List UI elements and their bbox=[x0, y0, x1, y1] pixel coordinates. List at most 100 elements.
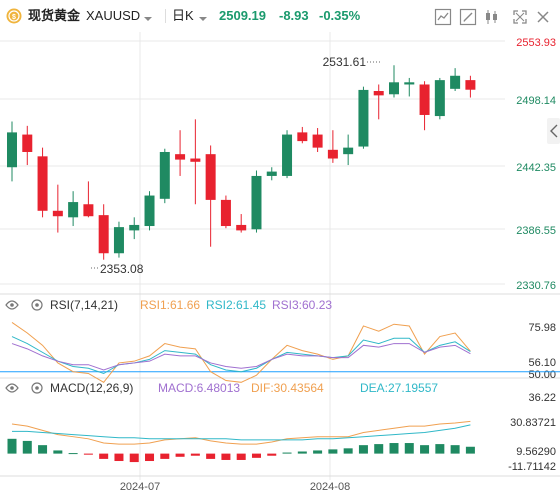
compare-icon[interactable] bbox=[433, 7, 453, 27]
macd-bar bbox=[129, 453, 139, 463]
candle-body bbox=[373, 91, 384, 96]
price-change-percent: -0.35% bbox=[319, 8, 361, 23]
eye-icon[interactable] bbox=[5, 383, 19, 393]
macd-title: MACD(12,26,9) bbox=[50, 381, 133, 395]
candle-body bbox=[98, 215, 109, 254]
rsi-title: RSI(7,14,21) bbox=[50, 298, 118, 312]
candle-body bbox=[144, 195, 155, 227]
y-axis-label: 2330.76 bbox=[516, 280, 556, 292]
candle-body bbox=[83, 204, 94, 217]
rsi-line-rsi1 bbox=[11, 322, 471, 383]
period-chevron-down-icon[interactable] bbox=[198, 11, 208, 21]
candle-type-icon[interactable] bbox=[482, 7, 502, 27]
rsi-line-rsi3 bbox=[11, 343, 471, 371]
dif-legend: DIF:30.43564 bbox=[251, 381, 324, 395]
y-axis-label: 2553.93 bbox=[516, 37, 556, 49]
macd-bar bbox=[7, 438, 17, 454]
candle-body bbox=[68, 202, 79, 218]
separator bbox=[165, 9, 166, 23]
macd-bar bbox=[114, 453, 124, 462]
rsi-y-label: 36.22 bbox=[528, 392, 556, 404]
candle-body bbox=[327, 149, 338, 159]
y-axis-label: 2498.14 bbox=[516, 95, 556, 107]
settings-icon[interactable] bbox=[31, 299, 43, 311]
gold-coin-icon: $ bbox=[6, 8, 22, 24]
candle-body bbox=[175, 154, 186, 160]
macd-line-dif bbox=[11, 420, 471, 445]
candle-body bbox=[52, 210, 63, 217]
macd-bar bbox=[22, 440, 32, 454]
candle-body bbox=[343, 147, 354, 155]
macd-bar bbox=[313, 450, 323, 454]
macd-bar bbox=[236, 453, 246, 460]
fullscreen-icon[interactable] bbox=[510, 7, 530, 27]
rsi-line-rsi2 bbox=[11, 336, 471, 375]
settings-icon[interactable] bbox=[31, 382, 43, 394]
candle-body bbox=[37, 156, 48, 211]
draw-icon[interactable] bbox=[458, 7, 478, 27]
candle-body bbox=[220, 199, 231, 227]
macd-bar bbox=[343, 448, 353, 454]
macd-bar bbox=[175, 453, 185, 457]
rsi-lines bbox=[11, 322, 471, 383]
candle-body bbox=[205, 154, 216, 200]
candle-body bbox=[7, 132, 17, 168]
min-price-label: 2353.08 bbox=[100, 262, 144, 276]
candle-body bbox=[297, 132, 308, 142]
macd-line-dea bbox=[12, 424, 471, 441]
macd-histogram bbox=[7, 438, 475, 463]
candles bbox=[7, 65, 476, 260]
macd-bar bbox=[358, 445, 368, 454]
y-axis-label: 2442.35 bbox=[516, 162, 556, 174]
macd-bar bbox=[374, 444, 384, 454]
chevron-down-icon[interactable] bbox=[143, 11, 153, 21]
macd-bar bbox=[297, 451, 307, 454]
dea-legend: DEA:27.19557 bbox=[360, 381, 438, 395]
macd-y-label: 30.83721 bbox=[510, 417, 556, 429]
candle-body bbox=[190, 158, 201, 162]
close-icon[interactable] bbox=[533, 7, 553, 27]
svg-text:$: $ bbox=[12, 14, 16, 21]
macd-lines bbox=[11, 420, 471, 445]
candle-body bbox=[236, 224, 247, 231]
rsi3-legend: RSI3:60.23 bbox=[272, 298, 332, 312]
candle-body bbox=[129, 224, 140, 231]
candle-body bbox=[358, 89, 369, 147]
x-axis-label: 2024-07 bbox=[120, 481, 160, 493]
chevron-left-icon[interactable] bbox=[547, 118, 560, 144]
eye-icon[interactable] bbox=[5, 300, 19, 310]
toolbar: $ 现货黄金 XAUUSD 日K 2509.19 -8.93 -0.35% bbox=[0, 0, 560, 32]
macd-bar bbox=[389, 443, 399, 454]
macd-legend: MACD:6.48013 bbox=[158, 381, 240, 395]
candle-body bbox=[450, 75, 461, 89]
macd-bar bbox=[38, 445, 48, 454]
rsi-y-label: 75.98 bbox=[528, 322, 556, 334]
macd-bar bbox=[53, 450, 63, 454]
macd-bar bbox=[190, 453, 200, 456]
macd-bar bbox=[267, 453, 277, 456]
rsi2-legend: RSI2:61.45 bbox=[206, 298, 266, 312]
candle-body bbox=[465, 80, 476, 90]
candle-body bbox=[22, 134, 33, 152]
candle-body bbox=[389, 82, 399, 95]
period-selector[interactable]: 日K bbox=[172, 8, 194, 23]
candle-body bbox=[312, 134, 323, 148]
macd-bar bbox=[206, 453, 216, 459]
macd-bar bbox=[404, 443, 414, 454]
rsi-y-label: 56.10 bbox=[528, 357, 556, 369]
instrument-name: 现货黄金 bbox=[28, 8, 81, 23]
candle-body bbox=[159, 151, 170, 199]
macd-y-label: -11.71142 bbox=[508, 461, 556, 473]
last-price: 2509.19 bbox=[219, 8, 266, 23]
candle-body bbox=[266, 171, 277, 176]
candle-body bbox=[434, 80, 445, 117]
y-axis-label: 2386.55 bbox=[516, 225, 556, 237]
instrument-symbol[interactable]: XAUUSD bbox=[86, 8, 141, 23]
candle-body bbox=[282, 134, 293, 176]
macd-bar bbox=[328, 449, 338, 454]
candle-body bbox=[419, 84, 430, 115]
macd-bar bbox=[282, 452, 292, 454]
x-axis-label: 2024-08 bbox=[310, 481, 350, 493]
rsi-y-label: 50.00 bbox=[528, 369, 556, 381]
